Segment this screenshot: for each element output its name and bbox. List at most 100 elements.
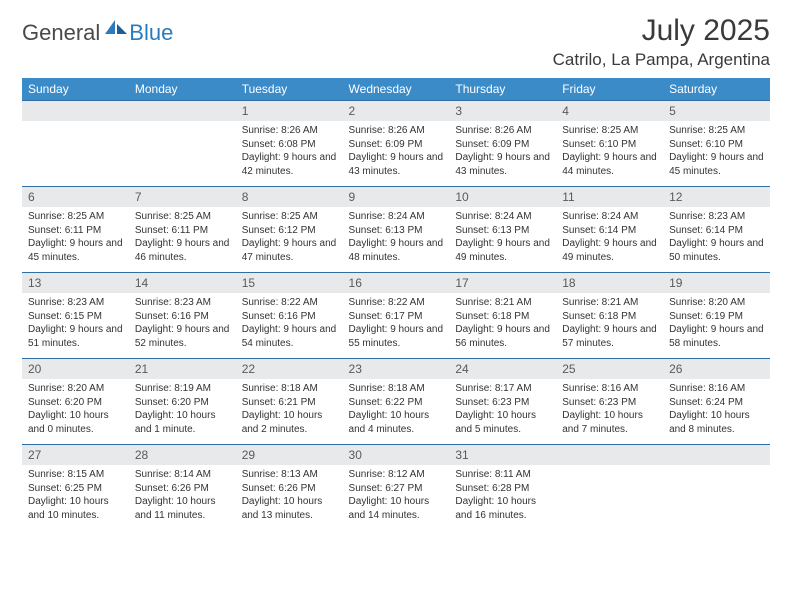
day-detail-line: Sunset: 6:10 PM xyxy=(669,138,764,152)
day-detail-line: Sunset: 6:17 PM xyxy=(349,310,444,324)
calendar-day-cell: 16Sunrise: 8:22 AMSunset: 6:17 PMDayligh… xyxy=(343,273,450,359)
day-detail-line: Sunrise: 8:23 AM xyxy=(135,296,230,310)
day-detail-line: Sunset: 6:18 PM xyxy=(562,310,657,324)
day-details: Sunrise: 8:23 AMSunset: 6:16 PMDaylight:… xyxy=(129,293,236,358)
day-details: Sunrise: 8:23 AMSunset: 6:14 PMDaylight:… xyxy=(663,207,770,272)
calendar-week-row: 13Sunrise: 8:23 AMSunset: 6:15 PMDayligh… xyxy=(22,273,770,359)
day-details: Sunrise: 8:24 AMSunset: 6:14 PMDaylight:… xyxy=(556,207,663,272)
day-detail-line: Sunrise: 8:13 AM xyxy=(242,468,337,482)
day-number xyxy=(22,101,129,121)
weekday-header: Wednesday xyxy=(343,78,450,101)
day-number: 23 xyxy=(343,359,450,379)
day-number: 17 xyxy=(449,273,556,293)
day-detail-line: Sunset: 6:18 PM xyxy=(455,310,550,324)
day-number: 30 xyxy=(343,445,450,465)
logo: General Blue xyxy=(22,14,173,46)
day-detail-line: Sunset: 6:16 PM xyxy=(242,310,337,324)
day-detail-line: Daylight: 9 hours and 45 minutes. xyxy=(28,237,123,264)
day-details: Sunrise: 8:21 AMSunset: 6:18 PMDaylight:… xyxy=(556,293,663,358)
calendar-header-row: SundayMondayTuesdayWednesdayThursdayFrid… xyxy=(22,78,770,101)
day-detail-line: Sunset: 6:13 PM xyxy=(455,224,550,238)
day-details: Sunrise: 8:25 AMSunset: 6:11 PMDaylight:… xyxy=(129,207,236,272)
day-detail-line: Sunrise: 8:12 AM xyxy=(349,468,444,482)
calendar-week-row: 27Sunrise: 8:15 AMSunset: 6:25 PMDayligh… xyxy=(22,445,770,531)
day-detail-line: Sunrise: 8:18 AM xyxy=(242,382,337,396)
day-detail-line: Sunset: 6:26 PM xyxy=(242,482,337,496)
day-details: Sunrise: 8:14 AMSunset: 6:26 PMDaylight:… xyxy=(129,465,236,530)
day-detail-line: Daylight: 10 hours and 4 minutes. xyxy=(349,409,444,436)
day-detail-line: Sunset: 6:15 PM xyxy=(28,310,123,324)
day-detail-line: Sunrise: 8:23 AM xyxy=(28,296,123,310)
day-details: Sunrise: 8:25 AMSunset: 6:10 PMDaylight:… xyxy=(556,121,663,186)
calendar-day-cell: 12Sunrise: 8:23 AMSunset: 6:14 PMDayligh… xyxy=(663,187,770,273)
day-detail-line: Sunset: 6:21 PM xyxy=(242,396,337,410)
day-detail-line: Sunset: 6:28 PM xyxy=(455,482,550,496)
day-detail-line: Sunrise: 8:21 AM xyxy=(455,296,550,310)
day-number xyxy=(129,101,236,121)
calendar-day-cell: 3Sunrise: 8:26 AMSunset: 6:09 PMDaylight… xyxy=(449,101,556,187)
calendar-day-cell: 13Sunrise: 8:23 AMSunset: 6:15 PMDayligh… xyxy=(22,273,129,359)
calendar-day-cell: 11Sunrise: 8:24 AMSunset: 6:14 PMDayligh… xyxy=(556,187,663,273)
day-number: 2 xyxy=(343,101,450,121)
title-block: July 2025 Catrilo, La Pampa, Argentina xyxy=(553,14,770,70)
calendar-day-cell: 8Sunrise: 8:25 AMSunset: 6:12 PMDaylight… xyxy=(236,187,343,273)
day-detail-line: Sunrise: 8:26 AM xyxy=(349,124,444,138)
month-title: July 2025 xyxy=(553,14,770,48)
day-details: Sunrise: 8:22 AMSunset: 6:16 PMDaylight:… xyxy=(236,293,343,358)
day-number: 28 xyxy=(129,445,236,465)
day-detail-line: Sunset: 6:14 PM xyxy=(562,224,657,238)
day-number: 18 xyxy=(556,273,663,293)
calendar-day-cell: 18Sunrise: 8:21 AMSunset: 6:18 PMDayligh… xyxy=(556,273,663,359)
day-detail-line: Daylight: 10 hours and 5 minutes. xyxy=(455,409,550,436)
weekday-header: Sunday xyxy=(22,78,129,101)
day-number: 25 xyxy=(556,359,663,379)
day-number: 10 xyxy=(449,187,556,207)
day-number xyxy=(556,445,663,465)
calendar-day-cell: 19Sunrise: 8:20 AMSunset: 6:19 PMDayligh… xyxy=(663,273,770,359)
weekday-header: Tuesday xyxy=(236,78,343,101)
weekday-header: Friday xyxy=(556,78,663,101)
day-detail-line: Sunset: 6:11 PM xyxy=(135,224,230,238)
day-number: 3 xyxy=(449,101,556,121)
day-detail-line: Sunset: 6:09 PM xyxy=(455,138,550,152)
day-detail-line: Sunset: 6:08 PM xyxy=(242,138,337,152)
day-detail-line: Sunset: 6:19 PM xyxy=(669,310,764,324)
day-detail-line: Daylight: 9 hours and 50 minutes. xyxy=(669,237,764,264)
day-details: Sunrise: 8:20 AMSunset: 6:19 PMDaylight:… xyxy=(663,293,770,358)
calendar-day-cell xyxy=(129,101,236,187)
day-detail-line: Daylight: 9 hours and 51 minutes. xyxy=(28,323,123,350)
day-detail-line: Daylight: 10 hours and 16 minutes. xyxy=(455,495,550,522)
day-number: 13 xyxy=(22,273,129,293)
day-detail-line: Sunrise: 8:25 AM xyxy=(669,124,764,138)
day-detail-line: Sunrise: 8:16 AM xyxy=(669,382,764,396)
day-details: Sunrise: 8:23 AMSunset: 6:15 PMDaylight:… xyxy=(22,293,129,358)
day-detail-line: Sunset: 6:11 PM xyxy=(28,224,123,238)
calendar-day-cell: 31Sunrise: 8:11 AMSunset: 6:28 PMDayligh… xyxy=(449,445,556,531)
day-detail-line: Sunrise: 8:15 AM xyxy=(28,468,123,482)
day-detail-line: Sunrise: 8:24 AM xyxy=(562,210,657,224)
day-detail-line: Sunset: 6:23 PM xyxy=(562,396,657,410)
day-detail-line: Sunrise: 8:22 AM xyxy=(242,296,337,310)
day-detail-line: Sunrise: 8:20 AM xyxy=(28,382,123,396)
calendar-day-cell: 9Sunrise: 8:24 AMSunset: 6:13 PMDaylight… xyxy=(343,187,450,273)
logo-text-blue: Blue xyxy=(129,20,173,46)
day-number: 1 xyxy=(236,101,343,121)
day-detail-line: Sunrise: 8:25 AM xyxy=(242,210,337,224)
day-detail-line: Daylight: 9 hours and 46 minutes. xyxy=(135,237,230,264)
day-detail-line: Daylight: 10 hours and 13 minutes. xyxy=(242,495,337,522)
day-details: Sunrise: 8:26 AMSunset: 6:08 PMDaylight:… xyxy=(236,121,343,186)
day-detail-line: Sunrise: 8:24 AM xyxy=(349,210,444,224)
calendar-day-cell xyxy=(556,445,663,531)
day-detail-line: Daylight: 9 hours and 58 minutes. xyxy=(669,323,764,350)
day-details: Sunrise: 8:16 AMSunset: 6:24 PMDaylight:… xyxy=(663,379,770,444)
day-detail-line: Sunrise: 8:26 AM xyxy=(242,124,337,138)
day-detail-line: Sunrise: 8:16 AM xyxy=(562,382,657,396)
calendar-day-cell: 25Sunrise: 8:16 AMSunset: 6:23 PMDayligh… xyxy=(556,359,663,445)
day-detail-line: Sunrise: 8:24 AM xyxy=(455,210,550,224)
day-number: 24 xyxy=(449,359,556,379)
calendar-day-cell: 4Sunrise: 8:25 AMSunset: 6:10 PMDaylight… xyxy=(556,101,663,187)
day-detail-line: Daylight: 10 hours and 14 minutes. xyxy=(349,495,444,522)
day-details: Sunrise: 8:15 AMSunset: 6:25 PMDaylight:… xyxy=(22,465,129,530)
day-number: 29 xyxy=(236,445,343,465)
day-detail-line: Sunset: 6:22 PM xyxy=(349,396,444,410)
